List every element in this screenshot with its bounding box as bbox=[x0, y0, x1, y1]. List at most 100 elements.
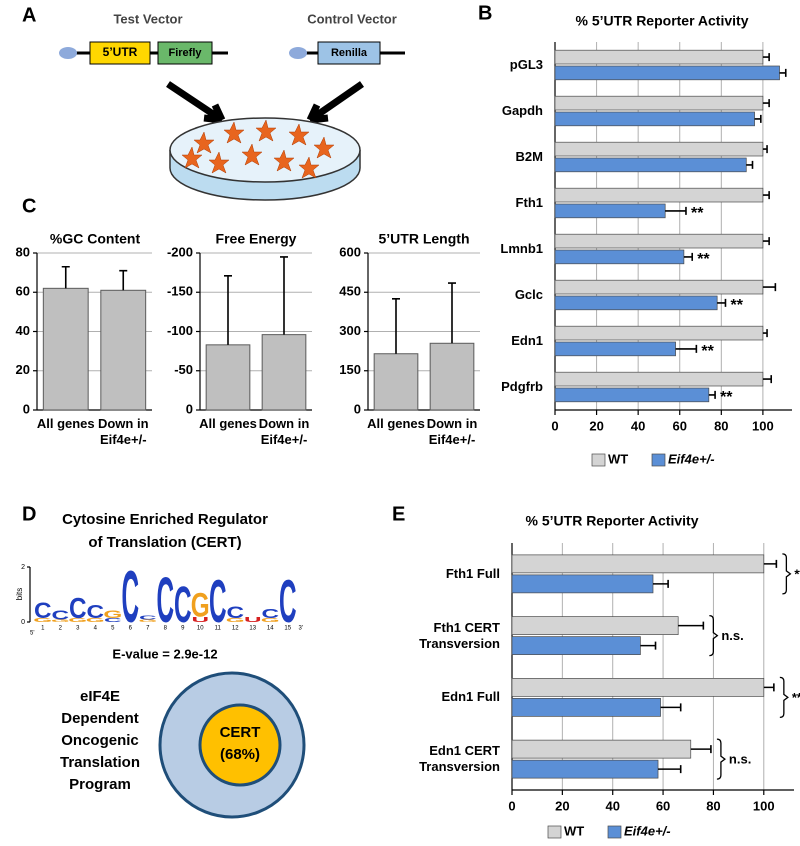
logo-position: 5 bbox=[111, 626, 115, 632]
logo-letter: G bbox=[226, 617, 245, 623]
arrow bbox=[166, 81, 226, 124]
bar bbox=[554, 203, 666, 219]
significance: ** bbox=[691, 205, 704, 222]
y-tick-label: 60 bbox=[16, 284, 30, 299]
significance: n.s. bbox=[721, 628, 743, 643]
panel-label: A bbox=[22, 4, 36, 26]
error-bar bbox=[224, 274, 232, 345]
logo-tick: 0 bbox=[21, 619, 25, 626]
x-tick-label: 100 bbox=[752, 418, 774, 433]
bar bbox=[511, 636, 641, 655]
panel-label: D bbox=[22, 503, 36, 525]
error-bar bbox=[754, 114, 762, 123]
bar bbox=[511, 759, 659, 779]
y-tick-label: 0 bbox=[354, 401, 361, 416]
motif-title: of Translation (CERT) bbox=[88, 534, 241, 551]
bar bbox=[511, 739, 692, 759]
logo-position: 3 bbox=[76, 626, 80, 632]
outer-label: Oncogenic bbox=[61, 732, 139, 749]
logo-letter: G bbox=[138, 619, 157, 623]
bar bbox=[554, 371, 764, 387]
panel-label: B bbox=[478, 2, 492, 24]
logo-position: 6 bbox=[129, 626, 133, 632]
logo-position: 10 bbox=[197, 626, 204, 632]
logo-letter: G bbox=[33, 617, 52, 623]
error-bar bbox=[762, 99, 770, 108]
error-bar bbox=[762, 375, 773, 384]
logo-position: 4 bbox=[94, 626, 98, 632]
category-label: Fth1 CERT Transversion bbox=[419, 619, 500, 651]
error-bar bbox=[675, 344, 698, 353]
x-tick-label: All genes bbox=[367, 416, 425, 431]
y-tick-label: 40 bbox=[16, 323, 30, 338]
bar bbox=[511, 574, 654, 594]
y-tick-label: -200 bbox=[167, 244, 193, 259]
error-bar bbox=[746, 160, 754, 169]
bar bbox=[554, 387, 710, 403]
logo-letter: G bbox=[103, 608, 122, 621]
logo-letter: C bbox=[86, 601, 104, 623]
logo-position: 1 bbox=[41, 626, 45, 632]
chart-title: 5’UTR Length bbox=[379, 231, 470, 247]
x-tick-label: 80 bbox=[714, 418, 728, 433]
error-bar bbox=[665, 206, 687, 215]
error-bar bbox=[392, 297, 400, 354]
legend-label: Eif4e+/- bbox=[624, 823, 671, 838]
significance: ** bbox=[792, 690, 800, 705]
logo-ylabel: bits bbox=[15, 588, 24, 600]
bar bbox=[511, 554, 765, 574]
bar bbox=[511, 698, 661, 717]
bracket bbox=[709, 614, 719, 657]
x-tick-label: Down in Eif4e+/- bbox=[97, 416, 149, 447]
legend-swatch bbox=[591, 453, 606, 467]
logo-letter: C bbox=[279, 567, 297, 635]
outer-label: Dependent bbox=[61, 710, 139, 727]
logo-letter: C bbox=[261, 606, 279, 621]
x-tick-label: Down in Eif4e+/- bbox=[258, 416, 310, 447]
logo-tick: 2 bbox=[21, 564, 25, 571]
bar bbox=[554, 141, 764, 157]
logo-letter: C bbox=[174, 577, 192, 633]
chart-title: %GC Content bbox=[50, 231, 141, 247]
significance: n.s. bbox=[729, 752, 751, 767]
logo-position: 9 bbox=[181, 626, 185, 632]
bar bbox=[261, 334, 307, 411]
category-label: Edn1 Full bbox=[441, 689, 501, 705]
x-tick-label: 20 bbox=[589, 418, 603, 433]
logo-letter: U bbox=[244, 615, 262, 623]
vector-title: Test Vector bbox=[113, 11, 182, 26]
bar bbox=[554, 295, 718, 311]
category-label: Gapdh bbox=[501, 103, 543, 118]
y-tick-label: 300 bbox=[339, 323, 361, 338]
logo-letter: C bbox=[104, 617, 122, 623]
error-bar bbox=[762, 145, 768, 154]
firefly-box bbox=[157, 41, 213, 65]
legend-label: Eif4e+/- bbox=[668, 451, 715, 466]
category-label: Edn1 bbox=[511, 333, 543, 348]
bar bbox=[42, 287, 89, 411]
error-bar bbox=[779, 68, 787, 77]
x-tick-label: 60 bbox=[673, 418, 687, 433]
error-bar bbox=[660, 703, 682, 712]
error-bar bbox=[658, 765, 682, 774]
logo-position: 13 bbox=[249, 626, 256, 632]
bracket bbox=[716, 738, 726, 780]
y-tick-label: 80 bbox=[16, 244, 30, 259]
bar bbox=[554, 325, 764, 341]
error-bar bbox=[762, 283, 777, 292]
significance: ** bbox=[720, 389, 733, 406]
x-tick-label: 80 bbox=[706, 798, 720, 813]
outer-label: Translation bbox=[60, 754, 140, 771]
bar bbox=[511, 678, 765, 697]
x-tick-label: 100 bbox=[753, 798, 775, 813]
x-tick-label: 20 bbox=[555, 798, 569, 813]
outer-label: Program bbox=[69, 776, 131, 793]
logo-letter: C bbox=[51, 608, 69, 623]
significance: ** bbox=[701, 343, 714, 360]
bar bbox=[554, 111, 755, 127]
renilla-label: Renilla bbox=[331, 47, 368, 59]
y-tick-label: 600 bbox=[339, 244, 361, 259]
error-bar bbox=[762, 237, 770, 246]
